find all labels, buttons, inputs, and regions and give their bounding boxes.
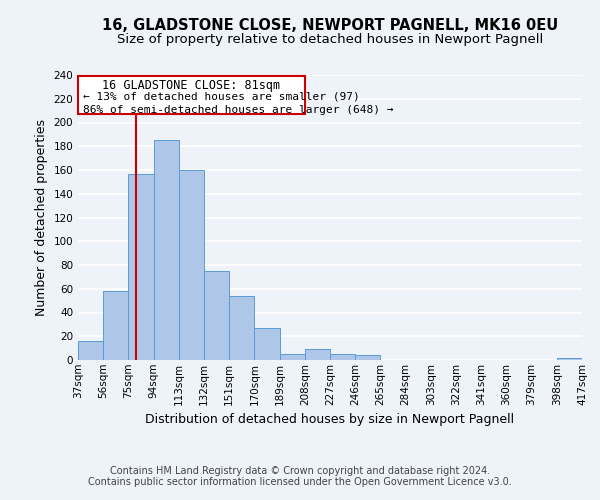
Bar [78, 341, 103, 360]
Text: 86% of semi-detached houses are larger (648) →: 86% of semi-detached houses are larger (… [83, 104, 394, 115]
Bar [330, 354, 355, 360]
Bar [557, 358, 582, 360]
Bar [204, 271, 229, 360]
Bar [254, 328, 280, 360]
Y-axis label: Number of detached properties: Number of detached properties [35, 119, 48, 316]
Text: Contains HM Land Registry data © Crown copyright and database right 2024.: Contains HM Land Registry data © Crown c… [110, 466, 490, 476]
Bar [179, 170, 204, 360]
Bar [103, 291, 128, 360]
Bar [128, 174, 154, 360]
Bar [154, 140, 179, 360]
Text: 16 GLADSTONE CLOSE: 81sqm: 16 GLADSTONE CLOSE: 81sqm [103, 78, 280, 92]
FancyBboxPatch shape [78, 76, 305, 114]
Text: 16, GLADSTONE CLOSE, NEWPORT PAGNELL, MK16 0EU: 16, GLADSTONE CLOSE, NEWPORT PAGNELL, MK… [102, 18, 558, 32]
Text: Contains public sector information licensed under the Open Government Licence v3: Contains public sector information licen… [88, 477, 512, 487]
Bar [280, 354, 305, 360]
Bar [229, 296, 254, 360]
Bar [305, 350, 330, 360]
Text: Size of property relative to detached houses in Newport Pagnell: Size of property relative to detached ho… [117, 32, 543, 46]
Bar [355, 355, 380, 360]
X-axis label: Distribution of detached houses by size in Newport Pagnell: Distribution of detached houses by size … [145, 413, 515, 426]
Text: ← 13% of detached houses are smaller (97): ← 13% of detached houses are smaller (97… [83, 92, 360, 102]
